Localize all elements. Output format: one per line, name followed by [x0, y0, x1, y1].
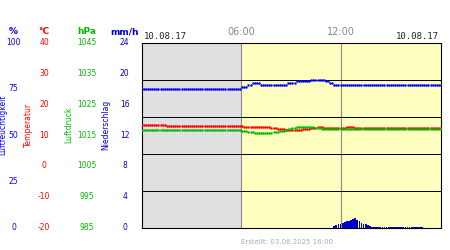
Text: 50: 50	[9, 130, 18, 140]
Bar	[382, 227, 383, 228]
Bar	[378, 227, 379, 228]
Bar	[373, 227, 375, 228]
Bar	[413, 227, 415, 228]
Text: 0: 0	[122, 223, 127, 232]
Text: 25: 25	[9, 177, 18, 186]
Bar	[333, 226, 335, 228]
Bar	[354, 218, 356, 228]
Bar	[409, 227, 410, 228]
Text: 1045: 1045	[76, 38, 96, 47]
Bar	[363, 224, 365, 228]
Bar	[417, 227, 419, 228]
Bar	[338, 224, 339, 228]
Bar	[392, 227, 394, 228]
Text: 10.08.17: 10.08.17	[144, 32, 187, 41]
Bar	[400, 227, 402, 228]
Bar	[386, 227, 387, 228]
Bar	[356, 220, 358, 228]
Text: 06:00: 06:00	[228, 27, 255, 37]
Bar	[388, 227, 390, 228]
Text: %: %	[9, 27, 18, 36]
Text: 0: 0	[42, 161, 46, 170]
Bar	[367, 225, 369, 228]
Text: mm/h: mm/h	[110, 27, 139, 36]
Bar	[411, 227, 413, 228]
Bar	[352, 219, 354, 228]
Bar	[402, 227, 404, 228]
Bar	[342, 223, 343, 228]
Text: -20: -20	[38, 223, 50, 232]
Bar	[421, 227, 423, 228]
Text: 1015: 1015	[77, 130, 96, 140]
Bar	[415, 227, 417, 228]
Text: hPa: hPa	[77, 27, 96, 36]
Bar	[371, 227, 373, 228]
Bar	[398, 227, 400, 228]
Bar	[369, 226, 371, 228]
Bar	[390, 227, 392, 228]
Text: 40: 40	[39, 38, 49, 47]
Bar	[348, 220, 350, 228]
Text: -10: -10	[38, 192, 50, 201]
Text: °C: °C	[39, 27, 50, 36]
Text: 1005: 1005	[76, 161, 96, 170]
Bar	[379, 227, 381, 228]
Text: Erstellt: 03.06.2025 16:00: Erstellt: 03.06.2025 16:00	[240, 238, 333, 244]
Text: 30: 30	[39, 69, 49, 78]
Bar	[419, 227, 421, 228]
Text: 16: 16	[120, 100, 130, 109]
Text: 12: 12	[120, 130, 130, 140]
Text: Luftdruck: Luftdruck	[64, 107, 73, 143]
Text: 985: 985	[79, 223, 94, 232]
Bar	[142, 42, 241, 228]
Bar	[344, 222, 346, 228]
Text: 100: 100	[6, 38, 21, 47]
Bar	[359, 221, 360, 228]
Bar	[394, 227, 396, 228]
Text: 8: 8	[122, 161, 127, 170]
Text: 10.08.17: 10.08.17	[396, 32, 439, 41]
Bar	[365, 224, 367, 228]
Text: 4: 4	[122, 192, 127, 201]
Text: 20: 20	[120, 69, 130, 78]
Text: 1035: 1035	[76, 69, 96, 78]
Text: 995: 995	[79, 192, 94, 201]
Text: 24: 24	[120, 38, 130, 47]
Text: 0: 0	[11, 223, 16, 232]
Text: Niederschlag: Niederschlag	[101, 100, 110, 150]
Bar	[405, 227, 406, 228]
Bar	[346, 221, 348, 228]
Text: Luftfeuchtigkeit: Luftfeuchtigkeit	[0, 95, 7, 155]
Text: Temperatur: Temperatur	[24, 103, 33, 147]
Bar	[241, 42, 441, 228]
Bar	[340, 224, 342, 228]
Text: 20: 20	[39, 100, 49, 109]
Text: 12:00: 12:00	[328, 27, 356, 37]
Text: 10: 10	[39, 130, 49, 140]
Bar	[360, 223, 362, 228]
Text: 1025: 1025	[77, 100, 96, 109]
Bar	[396, 227, 398, 228]
Bar	[407, 227, 409, 228]
Bar	[350, 220, 352, 228]
Text: 75: 75	[9, 84, 18, 93]
Bar	[375, 227, 377, 228]
Bar	[336, 225, 337, 228]
Bar	[383, 227, 385, 228]
